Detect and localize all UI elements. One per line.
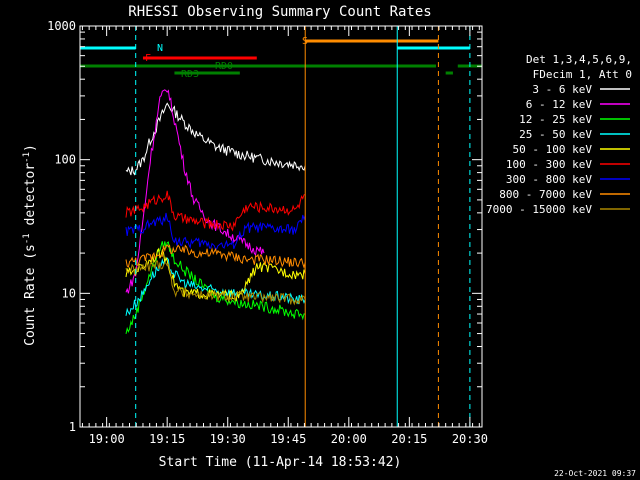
- x-tick-label: 19:30: [210, 432, 246, 446]
- legend-entry-label: 25 - 50 keV: [519, 128, 592, 141]
- legend-entry-label: 7000 - 15000 keV: [486, 203, 592, 216]
- legend-entry-label: 6 - 12 keV: [526, 98, 593, 111]
- legend-entry-label: 100 - 300 keV: [506, 158, 592, 171]
- series-line: [125, 257, 306, 316]
- legend-entry-label: 12 - 25 keV: [519, 113, 592, 126]
- x-tick-label: 19:45: [270, 432, 306, 446]
- series-line: [125, 190, 306, 232]
- flag-label: RD0: [215, 61, 233, 72]
- x-tick-label: 20:15: [391, 432, 427, 446]
- x-tick-label: 20:00: [331, 432, 367, 446]
- y-axis-label-sup1: -1: [22, 233, 32, 244]
- y-tick-label: 1000: [47, 19, 76, 33]
- x-axis-label: Start Time (11-Apr-14 18:53:42): [159, 455, 402, 470]
- x-tick-label: 19:00: [89, 432, 125, 446]
- legend-header-2: FDecim 1, Att 0: [533, 68, 632, 81]
- flag-label: RD3: [181, 69, 199, 80]
- chart-title: RHESSI Observing Summary Count Rates: [128, 4, 431, 20]
- x-tick-label: 20:30: [452, 432, 488, 446]
- legend-entry-label: 800 - 7000 keV: [499, 188, 592, 201]
- legend-entry-label: 3 - 6 keV: [532, 83, 592, 96]
- y-axis-label: Count Rate (s-1 detector-1): [22, 144, 38, 346]
- footer-date: 22-Oct-2021 09:37: [554, 469, 636, 478]
- flag-label: F: [145, 53, 151, 64]
- series-line: [125, 244, 306, 270]
- plot-frame: [79, 25, 483, 428]
- series-layer: [125, 89, 306, 335]
- y-tick-label: 100: [54, 153, 76, 167]
- flag-label: N: [157, 43, 163, 54]
- y-axis-label-end: ): [23, 144, 38, 152]
- series-line: [125, 212, 306, 251]
- x-tick-label: 19:15: [149, 432, 185, 446]
- series-line: [125, 102, 306, 176]
- legend-entry-label: 50 - 100 keV: [513, 143, 593, 156]
- axes-layer: 1 10 100 1000 19:00 19:15 19:30 19:45 20:00 20:15…: [47, 19, 488, 446]
- svg-text:Count Rate (s-1 detector-1): Count Rate (s-1 detector-1): [22, 144, 38, 346]
- y-axis-label-mid: detector: [23, 163, 38, 234]
- series-line: [125, 260, 306, 306]
- legend-header-1: Det 1,3,4,5,6,9,: [526, 53, 632, 66]
- flags-layer: NFRD0RD3S: [80, 36, 482, 80]
- legend-entry-label: 300 - 800 keV: [506, 173, 592, 186]
- y-axis-label-main: Count Rate (s: [23, 244, 38, 346]
- y-tick-label: 1: [69, 420, 76, 434]
- y-axis-label-sup2: -1: [22, 152, 32, 163]
- y-tick-label: 10: [62, 286, 76, 300]
- legend: Det 1,3,4,5,6,9, FDecim 1, Att 0 3 - 6 k…: [486, 53, 632, 216]
